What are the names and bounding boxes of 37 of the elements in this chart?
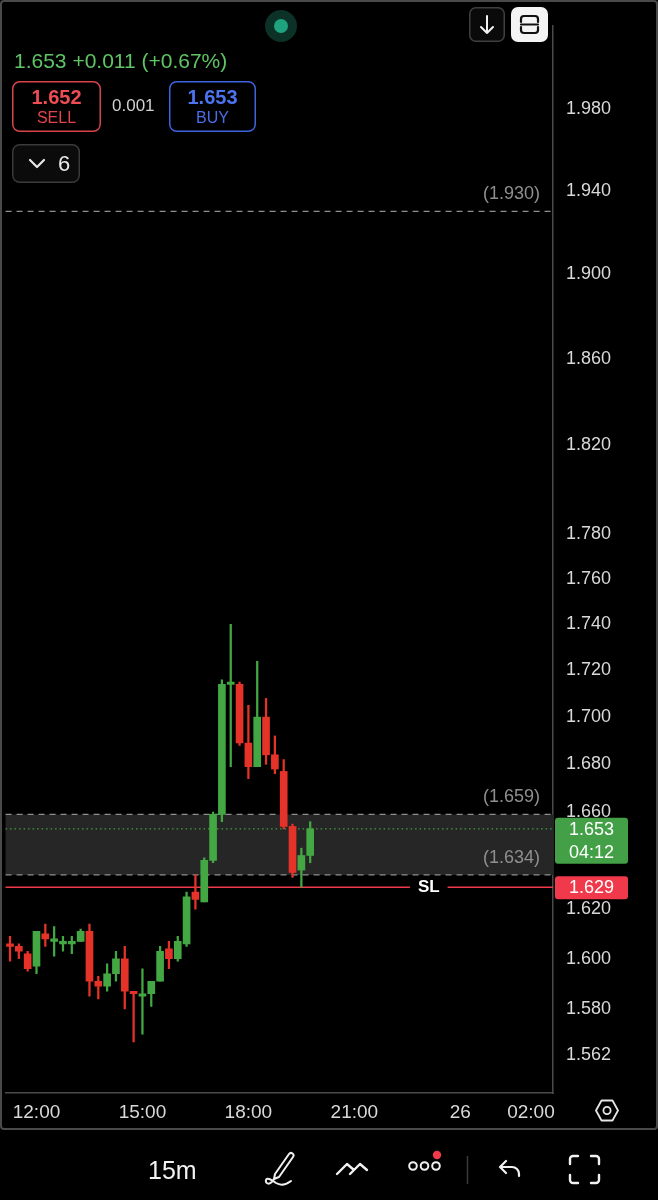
text: 15m (148, 1156, 197, 1185)
text: 1.629 (568, 877, 615, 898)
y-tick-label: 1.700 (566, 706, 612, 727)
x-tick-label: 18:00 (224, 1100, 273, 1122)
annotation: BUY (196, 108, 229, 127)
y-tick-label: 1.580 (566, 997, 612, 1018)
ref-line-label: (1.930) (482, 183, 540, 204)
text: 04:12 (568, 841, 615, 862)
y-tick-label: 1.760 (566, 567, 612, 588)
y-tick-label: 1.620 (566, 898, 612, 919)
y-tick-label: 1.940 (566, 179, 612, 200)
y-tick-label: 1.680 (566, 753, 612, 774)
y-tick-label: 1.600 (566, 947, 612, 968)
y-tick-label: 1.562 (566, 1043, 612, 1064)
annotation: 1.653 (187, 86, 238, 108)
x-tick-label: 26 (449, 1100, 471, 1122)
x-tick-label: 21:00 (330, 1100, 379, 1122)
annotation: 0.001 (112, 96, 155, 116)
annotation: 6 (58, 151, 71, 176)
ref-line-label: 1.653 (568, 818, 615, 839)
ref-line-label: (1.659) (482, 786, 540, 807)
y-tick-label: 1.900 (566, 262, 612, 283)
y-tick-label: 1.720 (566, 659, 612, 680)
y-tick-label: 1.860 (566, 347, 612, 368)
x-tick-label: 15:00 (118, 1100, 167, 1122)
ref-line-label: SL (417, 876, 440, 896)
y-tick-label: 1.780 (566, 522, 612, 543)
y-tick-label: 1.820 (566, 434, 612, 455)
text: 1.653 +0.011 (+0.67%) (14, 49, 228, 73)
y-tick-label: 1.660 (566, 800, 612, 821)
annotation: SELL (36, 108, 77, 127)
ref-line-label: (1.634) (482, 846, 540, 867)
y-tick-label: 1.740 (566, 613, 612, 634)
annotation: 1.652 (31, 86, 82, 108)
y-tick-label: 1.980 (566, 98, 612, 119)
x-tick-label: 02:00 (507, 1100, 555, 1122)
x-tick-label: 12:00 (12, 1100, 61, 1122)
